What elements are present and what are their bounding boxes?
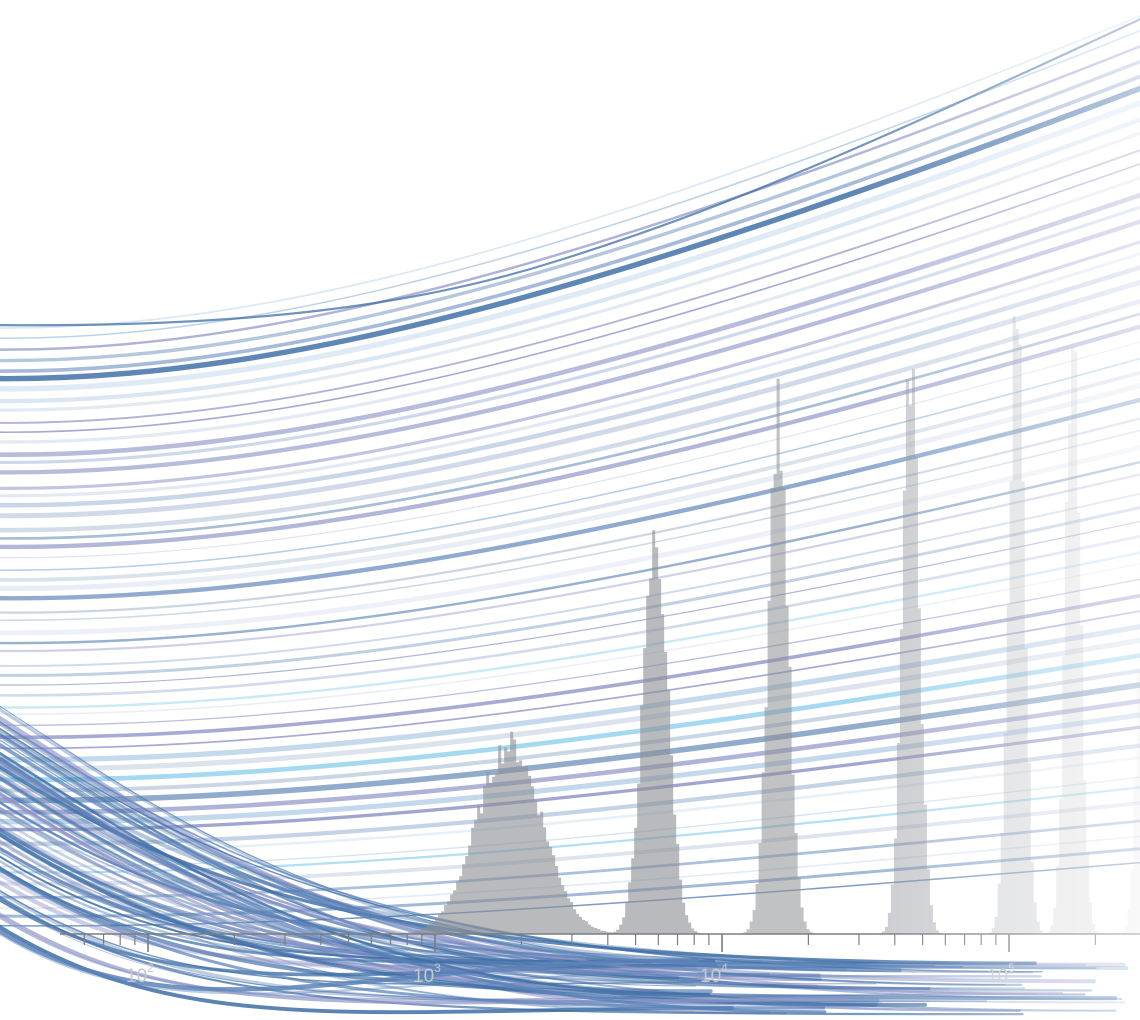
decorative-curve: [0, 492, 1140, 667]
decorative-curve: [0, 298, 1140, 533]
decorative-curve: [0, 74, 1140, 373]
histogram-series-2: [580, 530, 731, 934]
decorative-curve: [0, 506, 1140, 677]
decorative-curve: [0, 59, 1140, 363]
decorative-curves: [0, 15, 1140, 1016]
